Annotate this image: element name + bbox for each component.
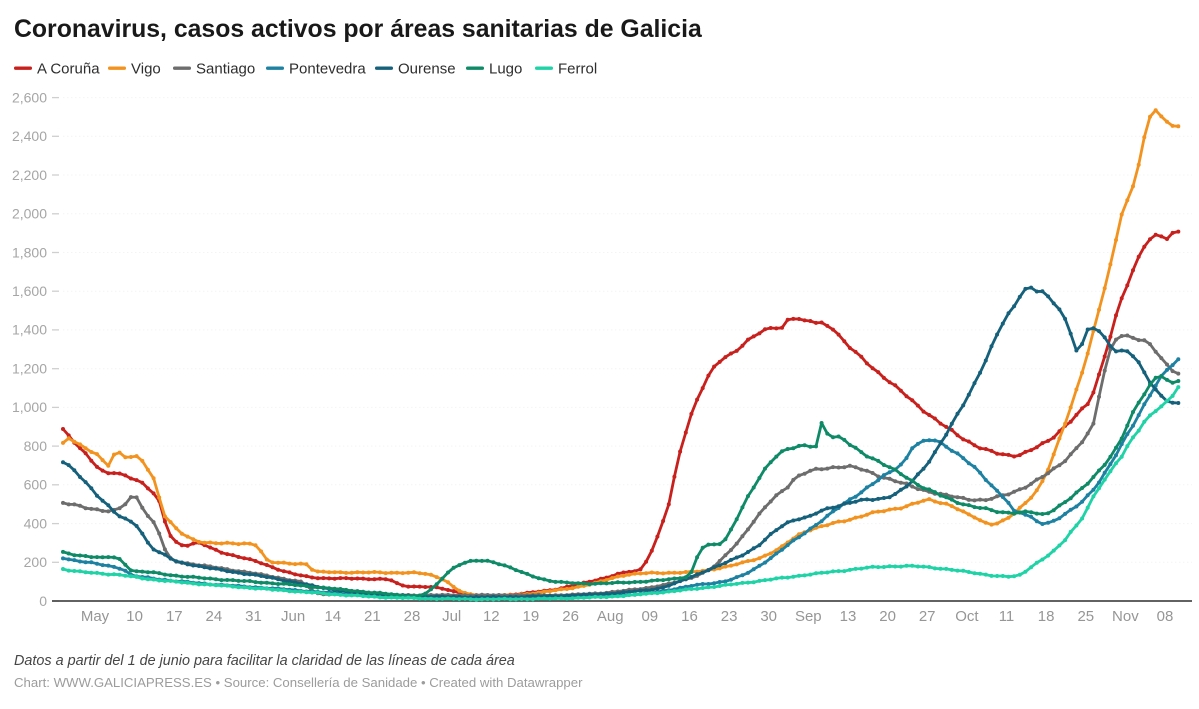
svg-text:26: 26 [562, 608, 579, 625]
svg-text:Ourense: Ourense [398, 61, 456, 78]
svg-text:1,000: 1,000 [12, 399, 47, 415]
svg-text:May: May [81, 608, 110, 625]
svg-text:2,400: 2,400 [12, 128, 47, 144]
svg-text:30: 30 [760, 608, 777, 625]
svg-text:09: 09 [641, 608, 658, 625]
svg-text:600: 600 [24, 477, 48, 493]
svg-text:1,200: 1,200 [12, 361, 47, 377]
svg-text:14: 14 [324, 608, 341, 625]
svg-text:800: 800 [24, 438, 48, 454]
svg-text:Vigo: Vigo [131, 61, 161, 78]
svg-text:1,400: 1,400 [12, 322, 47, 338]
svg-text:21: 21 [364, 608, 381, 625]
svg-text:13: 13 [840, 608, 857, 625]
svg-text:31: 31 [245, 608, 262, 625]
svg-text:25: 25 [1077, 608, 1094, 625]
svg-text:24: 24 [206, 608, 223, 625]
svg-text:2,600: 2,600 [12, 89, 47, 105]
svg-text:Jul: Jul [442, 608, 461, 625]
svg-text:Chart: WWW.GALICIAPRESS.ES • S: Chart: WWW.GALICIAPRESS.ES • Source: Con… [14, 675, 583, 690]
svg-text:2,000: 2,000 [12, 206, 47, 222]
svg-text:Aug: Aug [597, 608, 624, 625]
svg-text:08: 08 [1157, 608, 1174, 625]
svg-text:Datos a partir del 1 de junio: Datos a partir del 1 de junio para facil… [14, 653, 515, 669]
svg-text:23: 23 [721, 608, 738, 625]
svg-text:11: 11 [999, 608, 1015, 625]
svg-text:20: 20 [879, 608, 896, 625]
svg-text:16: 16 [681, 608, 698, 625]
svg-text:A Coruña: A Coruña [37, 61, 100, 78]
svg-text:1,800: 1,800 [12, 244, 47, 260]
svg-text:12: 12 [483, 608, 500, 625]
svg-text:200: 200 [24, 554, 48, 570]
svg-text:Ferrol: Ferrol [558, 61, 597, 78]
svg-text:Coronavirus, casos activos por: Coronavirus, casos activos por áreas san… [14, 16, 702, 43]
svg-text:400: 400 [24, 515, 48, 531]
svg-text:10: 10 [126, 608, 143, 625]
svg-text:18: 18 [1038, 608, 1055, 625]
svg-text:Pontevedra: Pontevedra [289, 61, 366, 78]
svg-text:27: 27 [919, 608, 936, 625]
svg-text:Jun: Jun [281, 608, 305, 625]
svg-text:2,200: 2,200 [12, 167, 47, 183]
svg-text:Sep: Sep [795, 608, 822, 625]
svg-text:1,600: 1,600 [12, 283, 47, 299]
svg-text:0: 0 [39, 593, 47, 609]
svg-text:Lugo: Lugo [489, 61, 522, 78]
svg-text:17: 17 [166, 608, 183, 625]
svg-text:Santiago: Santiago [196, 61, 255, 78]
svg-text:Nov: Nov [1112, 608, 1139, 625]
svg-text:28: 28 [404, 608, 421, 625]
svg-text:19: 19 [523, 608, 540, 625]
svg-text:Oct: Oct [955, 608, 979, 625]
